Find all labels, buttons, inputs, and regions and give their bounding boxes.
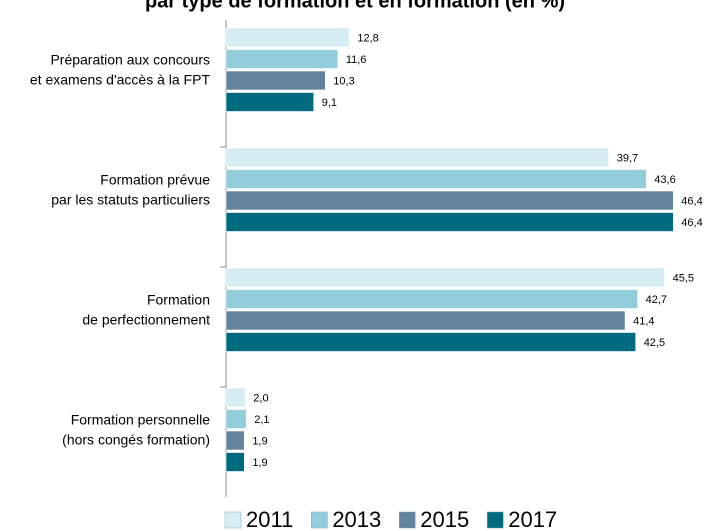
- bar: [225, 289, 638, 309]
- data-label: 12,8: [357, 32, 378, 44]
- data-label: 9,1: [322, 97, 337, 109]
- data-label: 11,6: [346, 54, 367, 66]
- category-label: Formation: [147, 292, 210, 308]
- data-label: 41,4: [633, 315, 654, 327]
- bar: [225, 387, 246, 408]
- legend-swatch: [224, 511, 242, 529]
- bar: [225, 212, 674, 232]
- category-label: (hors congés formation): [62, 432, 210, 448]
- legend-swatch: [486, 511, 504, 529]
- bar: [225, 267, 665, 288]
- bar: [225, 332, 637, 352]
- data-label: 45,5: [673, 272, 694, 284]
- bar: [225, 430, 245, 451]
- bar: [225, 409, 247, 429]
- data-label: 46,4: [681, 217, 702, 229]
- bar: [225, 147, 610, 168]
- legend-label: 2015: [420, 507, 469, 531]
- legend-swatch: [399, 511, 416, 529]
- data-label: 42,7: [646, 294, 667, 306]
- data-label: 10,3: [333, 75, 354, 87]
- category-label: de perfectionnement: [82, 312, 210, 328]
- legend-swatch: [311, 511, 328, 529]
- data-label: 42,5: [644, 337, 665, 349]
- bar: [225, 49, 339, 69]
- legend-label: 2013: [332, 507, 381, 531]
- bar: [225, 190, 674, 211]
- bar: [225, 27, 350, 48]
- bar: [225, 452, 245, 472]
- category-label: Formation personnelle: [71, 412, 211, 428]
- data-label: 1,9: [252, 457, 267, 469]
- bar: [225, 70, 326, 91]
- category-label: et examens d'accès à la FPT: [30, 72, 211, 88]
- chart-title: par type de formation et en formation (e…: [145, 0, 565, 12]
- data-label: 43,6: [654, 174, 675, 186]
- category-label: Préparation aux concours: [50, 52, 210, 68]
- data-label: 2,1: [254, 414, 269, 426]
- data-label: 39,7: [617, 152, 638, 164]
- data-label: 1,9: [252, 435, 267, 447]
- data-label: 2,0: [253, 392, 268, 404]
- legend-label: 2017: [508, 507, 557, 531]
- legend-label: 2011: [246, 507, 293, 531]
- data-label: 46,4: [681, 195, 702, 207]
- category-label: par les statuts particuliers: [51, 192, 210, 208]
- bar: [225, 310, 626, 331]
- bar: [225, 169, 647, 189]
- category-label: Formation prévue: [100, 172, 210, 188]
- bar: [225, 92, 315, 112]
